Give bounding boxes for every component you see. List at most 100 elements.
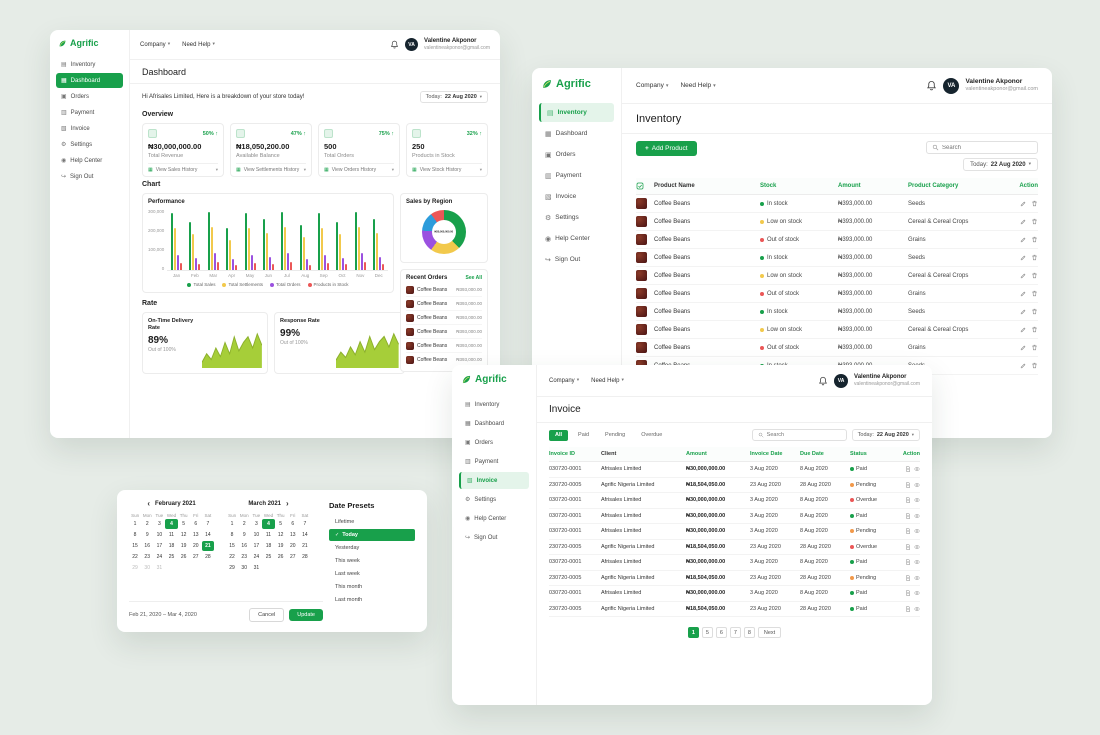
filter-all[interactable]: All bbox=[549, 429, 569, 441]
calendar-day[interactable]: 24 bbox=[156, 554, 163, 560]
page-button-7[interactable]: 7 bbox=[729, 627, 741, 638]
calendar-day[interactable]: 7 bbox=[303, 521, 307, 527]
stat-footer-link[interactable]: ▦ View Stock History ▾ bbox=[412, 163, 482, 176]
calendar-day[interactable]: 17 bbox=[253, 543, 260, 549]
calendar-day[interactable]: 14 bbox=[302, 532, 308, 538]
edit-icon[interactable] bbox=[1020, 272, 1027, 279]
page-button-1[interactable]: 1 bbox=[687, 627, 699, 638]
notifications-bell-icon[interactable] bbox=[390, 40, 399, 49]
calendar-day[interactable]: 28 bbox=[302, 554, 308, 560]
next-page-button[interactable]: Next bbox=[757, 627, 782, 638]
table-row[interactable]: Coffee Beans In stock₦393,000.00 Seeds bbox=[636, 195, 1038, 213]
recent-order-item[interactable]: Coffee Beans ₦393,000.00 bbox=[406, 297, 482, 311]
sidebar-item-payment[interactable]: ▥ Payment bbox=[459, 453, 529, 470]
recent-order-item[interactable]: Coffee Beans ₦393,000.00 bbox=[406, 311, 482, 325]
view-invoice-icon[interactable] bbox=[905, 544, 911, 550]
page-button-8[interactable]: 8 bbox=[743, 627, 755, 638]
prev-month-icon[interactable]: ‹ bbox=[147, 499, 150, 508]
calendar-day[interactable]: 16 bbox=[144, 543, 150, 549]
preset-this-week[interactable]: This week bbox=[329, 555, 415, 567]
edit-icon[interactable] bbox=[1020, 308, 1027, 315]
calendar-day[interactable]: 1 bbox=[133, 521, 137, 527]
view-invoice-icon[interactable] bbox=[905, 575, 911, 581]
delete-icon[interactable] bbox=[1031, 308, 1038, 315]
edit-icon[interactable] bbox=[1020, 218, 1027, 225]
calendar-day[interactable]: 28 bbox=[205, 554, 211, 560]
calendar-day[interactable]: 7 bbox=[206, 521, 210, 527]
recent-order-item[interactable]: Coffee Beans ₦393,000.00 bbox=[406, 283, 482, 297]
search-input[interactable] bbox=[766, 432, 841, 438]
sidebar-item-sign-out[interactable]: ↪ Sign Out bbox=[459, 529, 529, 546]
update-button[interactable]: Update bbox=[289, 609, 323, 621]
notifications-bell-icon[interactable] bbox=[926, 80, 937, 91]
calendar-day[interactable]: 3 bbox=[254, 521, 258, 527]
calendar-day[interactable]: 30 bbox=[241, 565, 247, 571]
calendar-day[interactable]: 8 bbox=[133, 532, 137, 538]
page-button-6[interactable]: 6 bbox=[715, 627, 727, 638]
table-row[interactable]: Coffee Beans In stock₦393,000.00 Seeds bbox=[636, 249, 1038, 267]
calendar-day[interactable]: 14 bbox=[205, 532, 211, 538]
date-filter[interactable]: Today: 22 Aug 2020 ▾ bbox=[851, 429, 920, 441]
table-row[interactable]: 230720-0005 Agrific Nigeria Limited ₦18,50… bbox=[549, 602, 920, 617]
sidebar-item-inventory[interactable]: ▤ Inventory bbox=[539, 103, 614, 122]
calendar-day[interactable]: 11 bbox=[265, 532, 272, 538]
calendar-day[interactable]: 13 bbox=[192, 532, 199, 538]
calendar-day[interactable]: 2 bbox=[145, 521, 149, 527]
view-invoice-icon[interactable] bbox=[905, 482, 911, 488]
table-row[interactable]: 030720-0001 Afrisales Limited ₦30,000,000.… bbox=[549, 555, 920, 571]
calendar-day[interactable]: 20 bbox=[192, 543, 199, 549]
calendar-day[interactable]: 17 bbox=[156, 543, 163, 549]
calendar-day[interactable]: 15 bbox=[229, 543, 235, 549]
sidebar-item-sign-out[interactable]: ↪ Sign Out bbox=[539, 250, 614, 269]
calendar-day[interactable]: 5 bbox=[182, 521, 186, 527]
company-menu[interactable]: Company ▾ bbox=[549, 377, 580, 384]
user-avatar[interactable]: VA bbox=[834, 373, 849, 388]
calendar-day[interactable]: 23 bbox=[144, 554, 150, 560]
notifications-bell-icon[interactable] bbox=[818, 376, 828, 386]
need-help-menu[interactable]: Need Help ▾ bbox=[591, 377, 624, 384]
date-filter[interactable]: Today: 22 Aug 2020 ▾ bbox=[419, 91, 488, 103]
preview-invoice-icon[interactable] bbox=[914, 575, 920, 581]
calendar-day[interactable]: 29 bbox=[229, 565, 235, 571]
table-row[interactable]: Coffee Beans Out of stock ₦393,000.00 Grain… bbox=[636, 231, 1038, 249]
recent-order-item[interactable]: Coffee Beans ₦393,000.00 bbox=[406, 353, 482, 366]
sidebar-item-help-center[interactable]: ◉ Help Center bbox=[539, 229, 614, 248]
sidebar-item-payment[interactable]: ▥ Payment bbox=[539, 166, 614, 185]
sidebar-item-dashboard[interactable]: ▦ Dashboard bbox=[56, 73, 123, 88]
view-invoice-icon[interactable] bbox=[905, 497, 911, 503]
delete-icon[interactable] bbox=[1031, 200, 1038, 207]
preview-invoice-icon[interactable] bbox=[914, 513, 920, 519]
preset-yesterday[interactable]: Yesterday bbox=[329, 542, 415, 554]
cancel-button[interactable]: Cancel bbox=[249, 608, 285, 622]
preview-invoice-icon[interactable] bbox=[914, 497, 920, 503]
calendar-day[interactable]: 11 bbox=[168, 532, 175, 538]
need-help-menu[interactable]: Need Help ▾ bbox=[680, 82, 716, 89]
preview-invoice-icon[interactable] bbox=[914, 606, 920, 612]
calendar-day[interactable]: 13 bbox=[289, 532, 296, 538]
calendar-day[interactable]: 20 bbox=[289, 543, 296, 549]
sidebar-item-help-center[interactable]: ◉ Help Center bbox=[56, 153, 123, 168]
calendar-day[interactable]: 9 bbox=[242, 532, 246, 538]
preset-lifetime[interactable]: Lifetime bbox=[329, 516, 415, 528]
sidebar-item-settings[interactable]: ⚙ Settings bbox=[56, 137, 123, 152]
calendar-day[interactable]: 2 bbox=[242, 521, 246, 527]
filter-paid[interactable]: Paid bbox=[578, 432, 590, 438]
table-row[interactable]: 030720-0001 Afrisales Limited ₦30,000,000.… bbox=[549, 509, 920, 524]
calendar-day[interactable]: 18 bbox=[265, 543, 272, 549]
calendar-day[interactable]: 12 bbox=[277, 532, 284, 538]
preview-invoice-icon[interactable] bbox=[914, 559, 920, 565]
calendar-day[interactable]: 15 bbox=[132, 543, 138, 549]
view-invoice-icon[interactable] bbox=[905, 513, 911, 519]
calendar-day[interactable]: 10 bbox=[253, 532, 260, 538]
delete-icon[interactable] bbox=[1031, 272, 1038, 279]
table-row[interactable]: Coffee Beans Low on stock ₦393,000.00 Cerea… bbox=[636, 321, 1038, 339]
company-menu[interactable]: Company ▾ bbox=[636, 82, 669, 89]
need-help-menu[interactable]: Need Help ▾ bbox=[182, 41, 215, 48]
delete-icon[interactable] bbox=[1031, 362, 1038, 369]
delete-icon[interactable] bbox=[1031, 326, 1038, 333]
calendar-day[interactable]: 26 bbox=[277, 554, 284, 560]
calendar-day[interactable]: 6 bbox=[291, 521, 295, 527]
view-invoice-icon[interactable] bbox=[905, 590, 911, 596]
edit-icon[interactable] bbox=[1020, 200, 1027, 207]
delete-icon[interactable] bbox=[1031, 218, 1038, 225]
